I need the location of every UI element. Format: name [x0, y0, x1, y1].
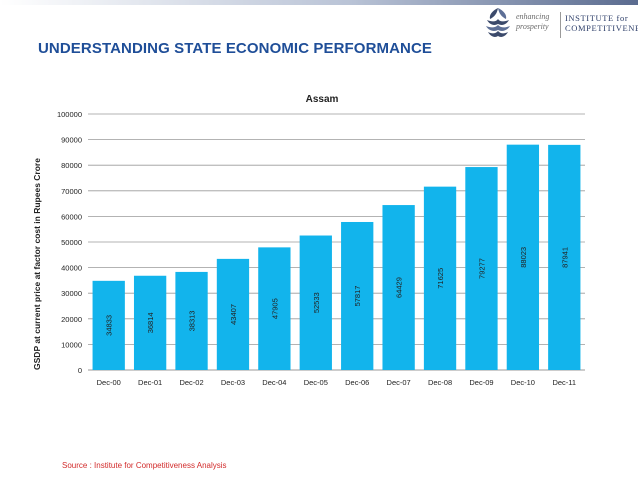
y-tick-label: 80000 — [61, 161, 82, 170]
logo-divider — [560, 12, 561, 38]
logo-tagline: enhancing prosperity — [516, 12, 550, 31]
bar — [465, 167, 498, 370]
y-tick-label: 100000 — [57, 110, 82, 119]
bar — [92, 280, 125, 370]
institute-name: INSTITUTE for COMPETITIVENESS — [565, 13, 638, 33]
data-label: 57817 — [353, 286, 362, 307]
data-label: 34833 — [105, 315, 114, 336]
x-tick-label: Dec-01 — [138, 378, 162, 387]
bars — [92, 144, 581, 370]
data-label: 38313 — [188, 311, 197, 332]
institute-logo: enhancing prosperity INSTITUTE for COMPE… — [484, 6, 638, 42]
institute-name-line1: INSTITUTE for — [565, 13, 629, 23]
bar — [133, 275, 167, 370]
x-tick-label: Dec-02 — [179, 378, 203, 387]
gridlines — [88, 113, 585, 371]
data-label: 71625 — [436, 268, 445, 289]
x-tick-label: Dec-10 — [511, 378, 535, 387]
data-label: 47905 — [270, 298, 279, 319]
x-tick-label: Dec-09 — [469, 378, 493, 387]
bar — [548, 144, 581, 370]
x-tick-label: Dec-08 — [428, 378, 452, 387]
data-label: 64429 — [395, 277, 404, 298]
x-tick-label: Dec-00 — [97, 378, 121, 387]
x-axis-ticks: Dec-00 Dec-01 Dec-02 Dec-03 Dec-04 Dec-05 Dec-… — [97, 378, 576, 387]
page-title: UNDERSTANDING STATE ECONOMIC PERFORMANCE — [38, 40, 432, 57]
bar — [382, 205, 415, 370]
bar — [341, 221, 374, 370]
x-tick-label: Dec-04 — [262, 378, 286, 387]
bar — [175, 271, 208, 370]
bar — [506, 144, 540, 370]
y-tick-label: 10000 — [61, 340, 82, 349]
x-tick-label: Dec-06 — [345, 378, 369, 387]
data-label: 36814 — [146, 312, 155, 333]
institute-name-line2: COMPETITIVENESS — [565, 23, 638, 33]
stacked-leaves-icon — [486, 8, 510, 37]
data-label: 43407 — [229, 304, 238, 325]
y-tick-label: 20000 — [61, 315, 82, 324]
x-tick-label: Dec-05 — [304, 378, 328, 387]
x-tick-label: Dec-11 — [552, 378, 576, 387]
data-labels: 34833 36814 38313 43407 47905 52533 57817 64429… — [105, 247, 570, 336]
y-tick-label: 90000 — [61, 136, 82, 145]
data-label: 79277 — [477, 258, 486, 279]
x-tick-label: Dec-03 — [221, 378, 245, 387]
bar — [299, 235, 332, 370]
bar — [216, 258, 250, 370]
header-accent-line — [0, 0, 638, 5]
y-tick-label: 60000 — [61, 212, 82, 221]
chart-title: Assam — [306, 94, 339, 105]
source-note: Source : Institute for Competitiveness A… — [62, 461, 227, 470]
y-tick-label: 70000 — [61, 187, 82, 196]
bar — [258, 247, 291, 370]
y-axis-label: GSDP at current price at factor cost in … — [32, 158, 42, 370]
y-tick-label: 0 — [78, 366, 82, 375]
y-tick-label: 40000 — [61, 264, 82, 273]
bar — [423, 186, 457, 370]
y-tick-label: 30000 — [61, 289, 82, 298]
x-tick-label: Dec-07 — [387, 378, 411, 387]
y-axis-ticks: 0 10000 20000 30000 40000 50000 60000 70000 8000… — [57, 110, 82, 375]
data-label: 87941 — [560, 247, 569, 268]
data-label: 52533 — [312, 292, 321, 313]
y-tick-label: 50000 — [61, 238, 82, 247]
data-label: 88023 — [519, 247, 528, 268]
